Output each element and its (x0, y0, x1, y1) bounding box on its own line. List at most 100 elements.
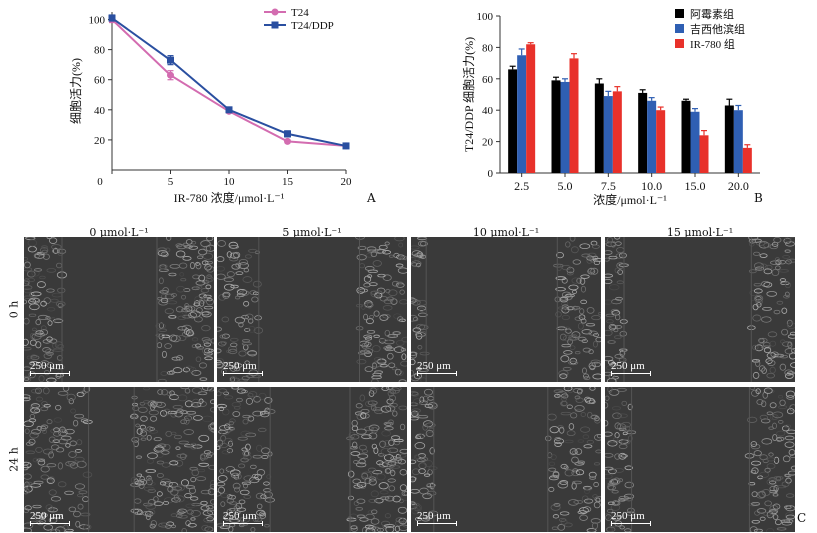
cell (142, 510, 152, 516)
cell (624, 528, 632, 532)
cell (392, 410, 398, 417)
cell (414, 257, 420, 261)
cell (620, 454, 628, 458)
cell (198, 462, 209, 467)
micrograph-0h-col3: 250 μm (605, 237, 795, 382)
cell (166, 521, 175, 527)
cell (411, 298, 418, 303)
cell (589, 399, 596, 404)
cell (379, 490, 389, 495)
cell (766, 372, 775, 379)
cell (557, 523, 566, 531)
cell (364, 524, 374, 529)
cell (571, 306, 581, 310)
cell (228, 508, 236, 512)
cell (749, 526, 758, 532)
cell (577, 510, 588, 515)
cell (390, 469, 396, 477)
cell (175, 306, 184, 313)
cell (200, 240, 211, 248)
cell (226, 271, 235, 278)
cell (363, 313, 369, 321)
cell (201, 325, 211, 332)
cell (178, 514, 188, 519)
cell (356, 514, 365, 518)
cell (619, 350, 626, 357)
cell (377, 273, 386, 278)
cell (205, 244, 214, 252)
cell (398, 379, 407, 382)
cell (258, 392, 267, 400)
cell (414, 442, 426, 450)
cell (773, 237, 782, 243)
cell (356, 254, 367, 261)
cell (398, 405, 407, 411)
cell (769, 243, 779, 250)
column-header-15: 15 μmol·L⁻¹ (666, 226, 734, 239)
cell (607, 508, 614, 513)
cell (776, 300, 784, 305)
cell (229, 245, 240, 249)
cell (139, 401, 146, 406)
cell (370, 251, 378, 258)
cell (578, 336, 587, 342)
cell (769, 490, 778, 494)
cell (25, 441, 34, 447)
cell (370, 290, 380, 298)
cell (200, 288, 210, 294)
cell (371, 361, 381, 368)
cell (561, 277, 568, 284)
cell (401, 353, 407, 361)
cell (613, 467, 624, 473)
cell (244, 360, 250, 365)
cell (243, 267, 250, 273)
scale-bar: 250 μm (611, 360, 651, 376)
cell (761, 345, 771, 350)
cell (368, 476, 377, 482)
cell (619, 348, 628, 352)
cell (69, 462, 79, 469)
cell (169, 390, 175, 396)
cell (612, 412, 622, 420)
micrograph-24h-col3: 250 μm (605, 387, 795, 532)
cell (368, 282, 378, 287)
cell (774, 519, 782, 526)
cell (145, 476, 153, 481)
cell (605, 240, 611, 244)
bar-吉西他滨组-10.0 (647, 100, 657, 173)
cell (46, 362, 54, 369)
cell (131, 436, 140, 443)
cell (750, 441, 758, 447)
cell (26, 481, 33, 487)
cell (576, 277, 582, 284)
cell (584, 396, 591, 402)
cell (552, 471, 560, 478)
cell (203, 305, 214, 310)
cell (605, 466, 614, 471)
cell (60, 435, 72, 441)
cell (566, 430, 576, 436)
cell (201, 524, 210, 532)
scale-bar-line (417, 371, 457, 376)
cell (55, 364, 65, 371)
cell (420, 254, 427, 259)
cell (382, 305, 393, 311)
cell (397, 267, 407, 274)
cell (82, 524, 92, 530)
cell (184, 365, 194, 372)
cell (175, 243, 183, 248)
cell (223, 283, 235, 291)
cell (411, 299, 421, 306)
cell (754, 359, 761, 367)
cell (232, 482, 241, 490)
cell (195, 262, 202, 270)
cell (31, 327, 37, 332)
cell (54, 404, 62, 411)
cell (766, 457, 776, 462)
cell (591, 315, 601, 321)
cell (37, 314, 49, 320)
cell (42, 387, 50, 395)
cell (150, 415, 158, 422)
cell (217, 439, 224, 447)
cell (156, 472, 164, 478)
